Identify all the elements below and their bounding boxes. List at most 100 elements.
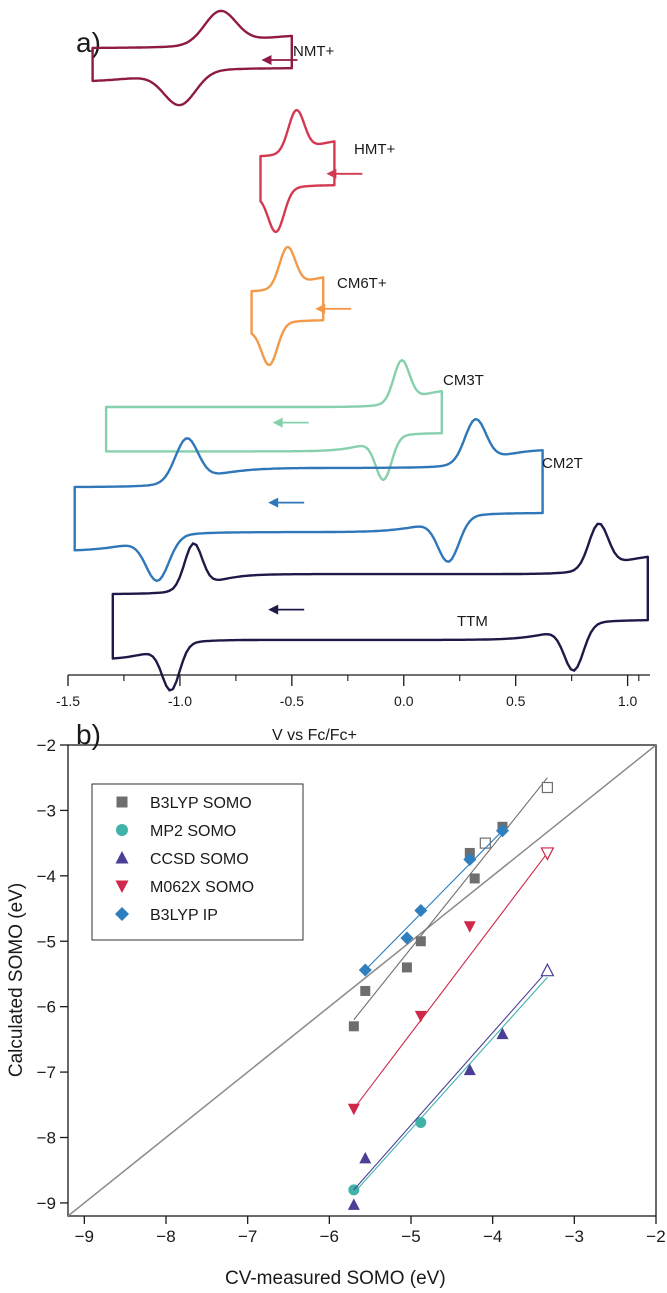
legend: B3LYP SOMO MP2 SOMO CCSD SOMO M062X SOMO B3L… xyxy=(91,783,304,941)
point-b3lyp-somo xyxy=(348,1021,359,1032)
scan-arrow-head xyxy=(268,497,279,508)
cv-trace-label: CM6T+ xyxy=(337,275,387,292)
x-tick-label: −6 xyxy=(320,1227,339,1246)
fit-line-b3lyp-ip xyxy=(364,830,503,971)
y-tick-label: −5 xyxy=(37,932,56,951)
point-b3lyp-somo xyxy=(464,847,475,858)
scan-arrow-head xyxy=(268,604,279,615)
plot-content xyxy=(68,745,656,1216)
cv-trace-cm3t: CM3T xyxy=(104,358,484,482)
cv-trace-label: CM3T xyxy=(443,372,484,389)
legend-label: CCSD SOMO xyxy=(150,851,249,868)
cv-x-axis: -1.5 -1.0 -0.5 0.0 0.5 1.0 xyxy=(56,674,650,709)
legend-label: MP2 SOMO xyxy=(150,823,236,840)
y-tick-label: −4 xyxy=(37,867,56,886)
cv-curve xyxy=(259,108,336,234)
cv-tick-label: -1.5 xyxy=(56,693,80,709)
point-ccsd-somo xyxy=(496,1027,509,1040)
plot-axes: −9 −8 −7 −6 −5 −4 −3 −2 −9 −8 −7 −6 −5 −4 −3 −2 xyxy=(37,736,666,1246)
y-axis-title: Calculated SOMO (eV) xyxy=(6,883,27,1077)
open-point-b3lyp-somo xyxy=(479,837,491,849)
panel-a-label: a) xyxy=(76,27,101,58)
cv-tick-label: 1.0 xyxy=(618,693,638,709)
fit-line-ccsd-somo xyxy=(353,970,548,1191)
point-b3lyp-ip xyxy=(400,931,414,945)
x-tick-label: −8 xyxy=(156,1227,175,1246)
legend-marker xyxy=(115,907,129,921)
somo-panel: b) −9 −8 −7 −6 −5 −4 −3 −2−9−8−7−6−5−4−3−2 B3LY… xyxy=(6,719,666,1289)
cv-trace-label: TTM xyxy=(457,613,488,630)
cv-curve xyxy=(250,245,325,367)
cv-curve xyxy=(104,358,443,482)
cv-trace-nmtplus: NMT+ xyxy=(91,9,334,107)
point-m062x-somo xyxy=(463,921,476,933)
x-tick-label: −3 xyxy=(565,1227,584,1246)
open-point-m062x-somo xyxy=(540,847,555,861)
legend-label: B3LYP SOMO xyxy=(150,795,252,812)
x-tick-label: −9 xyxy=(75,1227,94,1246)
x-tick-label: −7 xyxy=(238,1227,257,1246)
legend-marker xyxy=(116,796,128,808)
series-ccsd-somo xyxy=(347,962,555,1210)
legend-label: B3LYP IP xyxy=(150,907,218,924)
fit-line-m062x-somo xyxy=(353,852,548,1110)
cv-x-axis-title: V vs Fc/Fc+ xyxy=(272,727,357,744)
point-ccsd-somo xyxy=(347,1198,360,1210)
series-b3lyp-somo xyxy=(348,777,553,1032)
cv-tick-label: -0.5 xyxy=(280,693,304,709)
x-tick-label: −4 xyxy=(483,1227,502,1246)
scan-arrow-head xyxy=(261,55,272,65)
point-b3lyp-somo xyxy=(401,962,412,973)
point-ccsd-somo xyxy=(359,1151,372,1164)
fit-line-mp2-somo xyxy=(353,976,548,1194)
series-b3lyp-ip xyxy=(358,824,509,977)
y-tick-label: −6 xyxy=(37,998,56,1017)
legend-marker xyxy=(115,851,129,864)
legend-marker xyxy=(115,880,129,893)
cv-panel: a) NMT+ HMT+ CM6T+ CM3T CM2T TTM -1.5 -1.0 -0.5… xyxy=(56,9,650,744)
open-point-ccsd-somo xyxy=(540,962,555,977)
cv-curve xyxy=(91,9,293,107)
cv-tick-label: -1.0 xyxy=(168,693,192,709)
point-b3lyp-somo xyxy=(469,873,480,884)
point-b3lyp-ip xyxy=(358,963,372,977)
x-tick-label: −2 xyxy=(646,1227,665,1246)
scan-arrow-head xyxy=(272,417,283,428)
reference-line-y-equals-x xyxy=(68,745,656,1216)
point-m062x-somo xyxy=(347,1103,360,1116)
cv-curve xyxy=(73,417,544,583)
scan-arrow-head xyxy=(326,168,337,179)
point-b3lyp-somo xyxy=(415,936,426,947)
cv-trace-cm2t: CM2T xyxy=(73,417,583,583)
point-m062x-somo xyxy=(414,1010,427,1023)
fit-line-b3lyp-somo xyxy=(353,777,548,1021)
cv-trace-label: CM2T xyxy=(542,455,583,472)
point-b3lyp-ip xyxy=(463,852,477,866)
y-tick-label: −9 xyxy=(37,1194,56,1213)
cv-trace-label: NMT+ xyxy=(293,43,334,60)
plot-frame xyxy=(67,744,657,1217)
point-ccsd-somo xyxy=(463,1063,476,1076)
cv-tick-label: 0.5 xyxy=(506,693,526,709)
y-tick-label: −8 xyxy=(37,1129,56,1148)
point-b3lyp-ip xyxy=(495,824,509,838)
cv-trace-label: HMT+ xyxy=(354,141,395,158)
cv-trace-ttm: TTM xyxy=(111,522,649,692)
cv-curve xyxy=(111,522,649,692)
point-b3lyp-ip xyxy=(414,904,428,918)
x-tick-label: −5 xyxy=(401,1227,420,1246)
point-b3lyp-somo xyxy=(360,985,371,996)
cv-trace-cm6tplus: CM6T+ xyxy=(250,245,387,367)
legend-label: M062X SOMO xyxy=(150,879,254,896)
y-tick-label: −3 xyxy=(37,801,56,820)
open-point-b3lyp-somo xyxy=(541,781,553,794)
series-m062x-somo xyxy=(347,847,555,1116)
cv-trace-hmtplus: HMT+ xyxy=(259,108,395,234)
y-tick-label: −7 xyxy=(37,1063,56,1082)
cv-tick-label: 0.0 xyxy=(394,693,414,709)
scan-arrow-head xyxy=(315,303,326,314)
x-axis-title: CV-measured SOMO (eV) xyxy=(225,1268,446,1289)
legend-marker xyxy=(116,824,128,836)
y-tick-label: −2 xyxy=(37,736,56,755)
